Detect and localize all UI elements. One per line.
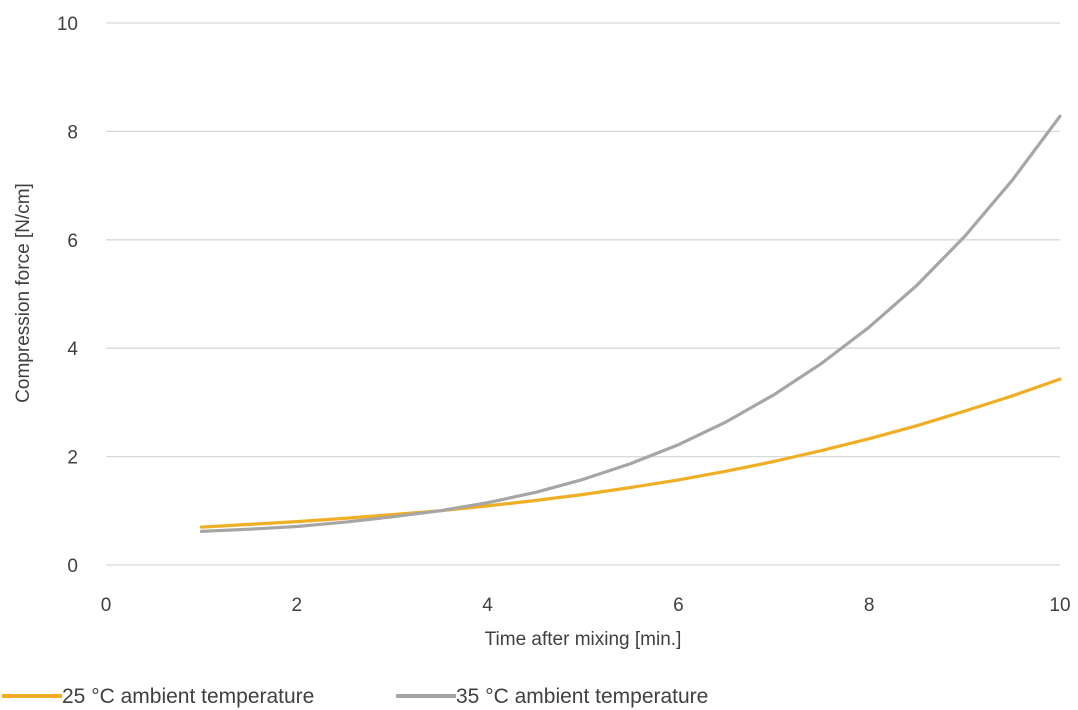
series-line-35c [199, 114, 1062, 534]
legend: 25 °C ambient temperature 35 °C ambient … [2, 685, 708, 708]
x-axis-title: Time after mixing [min.] [485, 629, 682, 650]
legend-label-25c: 25 °C ambient temperature [62, 685, 314, 708]
y-tick-label: 6 [67, 231, 78, 252]
series-lines [199, 114, 1062, 534]
x-axis-ticks: 0 2 4 6 8 10 [101, 595, 1071, 616]
x-tick-label: 4 [482, 595, 493, 616]
y-tick-label: 2 [67, 448, 78, 469]
x-tick-label: 0 [101, 595, 112, 616]
y-tick-label: 8 [67, 122, 78, 143]
x-tick-label: 2 [292, 595, 303, 616]
y-axis-title: Compression force [N/cm] [13, 183, 34, 403]
legend-label-35c: 35 °C ambient temperature [456, 685, 708, 708]
y-tick-label: 4 [67, 339, 78, 360]
x-tick-label: 6 [673, 595, 684, 616]
x-tick-label: 8 [864, 595, 875, 616]
y-tick-label: 10 [57, 14, 78, 35]
gridlines [106, 22, 1060, 566]
x-tick-label: 10 [1049, 595, 1070, 616]
y-tick-label: 0 [67, 556, 78, 577]
y-axis-ticks: 0 2 4 6 8 10 [57, 14, 79, 577]
series-line-25c [199, 377, 1062, 529]
